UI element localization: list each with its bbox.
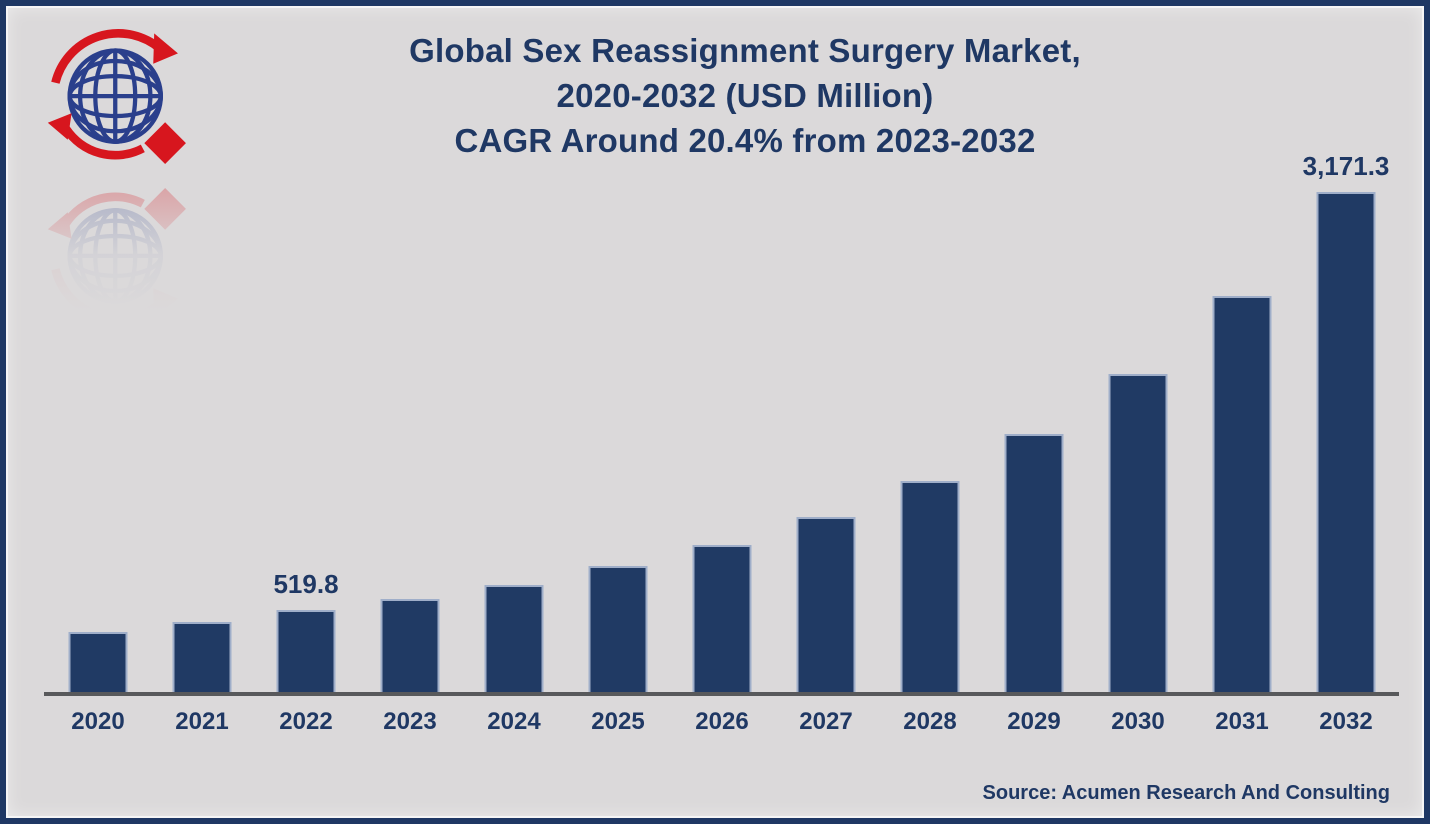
bar-chart-plot-area: 519.8 3,171.3 bbox=[46, 151, 1398, 692]
chart-title: Global Sex Reassignment Surgery Market, … bbox=[126, 28, 1364, 163]
bar-column-2025 bbox=[566, 192, 670, 692]
bar-2026 bbox=[692, 545, 752, 692]
bar-2022 bbox=[276, 610, 336, 692]
bar-2029 bbox=[1004, 434, 1064, 692]
x-axis-label-2028: 2028 bbox=[903, 708, 957, 735]
bar-2024 bbox=[484, 585, 544, 692]
bar-2027 bbox=[796, 517, 856, 692]
bar-column-2021 bbox=[150, 192, 254, 692]
chart-title-line-2: 2020-2032 (USD Million) bbox=[556, 77, 934, 114]
x-axis-labels: 2020 2021 2022 2023 2024 2025 2026 2027 2028 2029… bbox=[46, 708, 1398, 736]
chart-title-line-3: CAGR Around 20.4% from 2023-2032 bbox=[454, 122, 1036, 159]
bar-column-2030 bbox=[1086, 192, 1190, 692]
x-axis-label-2025: 2025 bbox=[591, 708, 645, 735]
bar-column-2023 bbox=[358, 192, 462, 692]
x-axis-label-2021: 2021 bbox=[175, 708, 229, 735]
bar-column-2022: 519.8 bbox=[254, 192, 358, 692]
bar-value-label-2022: 519.8 bbox=[273, 569, 339, 599]
bar-column-2029 bbox=[982, 192, 1086, 692]
x-axis-label-2031: 2031 bbox=[1215, 708, 1269, 735]
bar-column-2027 bbox=[774, 192, 878, 692]
bar-2023 bbox=[380, 599, 440, 692]
bar-2032 bbox=[1316, 192, 1376, 692]
bar-2030 bbox=[1108, 374, 1168, 692]
bar-column-2028 bbox=[878, 192, 982, 692]
logo-reflection-fade bbox=[36, 178, 212, 348]
source-credit: Source: Acumen Research And Consulting bbox=[982, 782, 1390, 804]
x-axis-label-2024: 2024 bbox=[487, 708, 541, 735]
bar-2025 bbox=[588, 566, 648, 692]
bar-2031 bbox=[1212, 296, 1272, 692]
bar-column-2026 bbox=[670, 192, 774, 692]
company-logo bbox=[36, 22, 212, 348]
bar-value-label-2032: 3,171.3 bbox=[1302, 151, 1390, 181]
bar-column-2024 bbox=[462, 192, 566, 692]
x-axis-label-2030: 2030 bbox=[1111, 708, 1165, 735]
chart-title-line-1: Global Sex Reassignment Surgery Market, bbox=[409, 32, 1081, 69]
bar-2021 bbox=[172, 622, 232, 692]
x-axis-label-2027: 2027 bbox=[799, 708, 853, 735]
x-axis-label-2032: 2032 bbox=[1319, 708, 1373, 735]
bar-2020 bbox=[68, 632, 128, 692]
x-axis-line bbox=[44, 692, 1399, 696]
x-axis-label-2026: 2026 bbox=[695, 708, 749, 735]
bar-2028 bbox=[900, 481, 960, 692]
x-axis-label-2023: 2023 bbox=[383, 708, 437, 735]
bar-column-2020 bbox=[46, 192, 150, 692]
bar-column-2031 bbox=[1190, 192, 1294, 692]
x-axis-label-2022: 2022 bbox=[279, 708, 333, 735]
bar-column-2032: 3,171.3 bbox=[1294, 151, 1398, 692]
x-axis-label-2029: 2029 bbox=[1007, 708, 1061, 735]
x-axis-label-2020: 2020 bbox=[71, 708, 125, 735]
